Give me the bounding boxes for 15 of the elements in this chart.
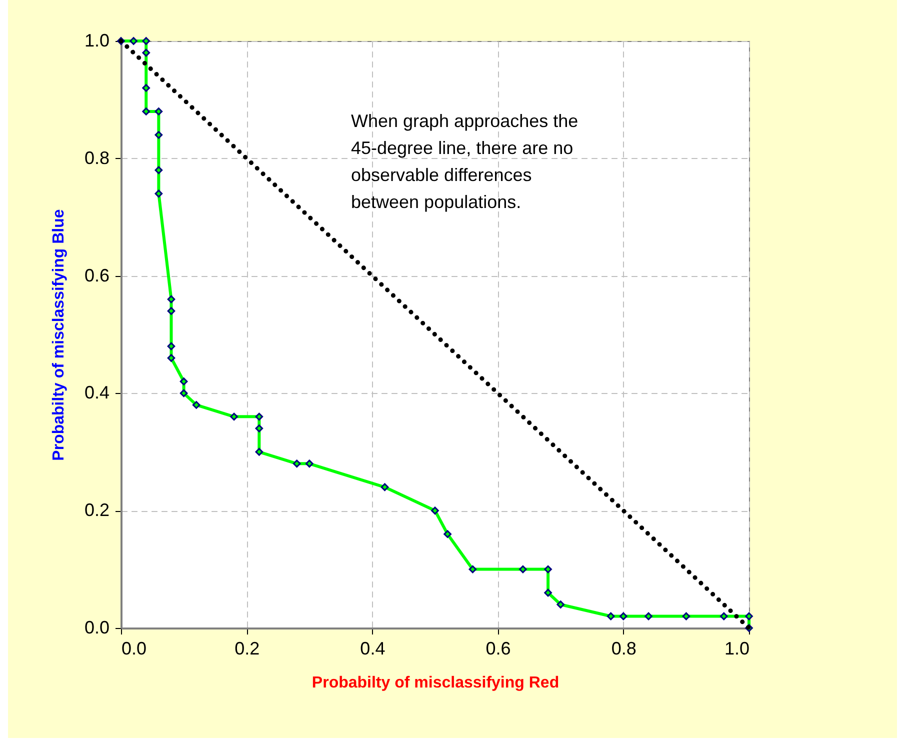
y-axis-title: Probabilty of misclassifying Blue bbox=[50, 209, 68, 461]
x-tick-label: 0.8 bbox=[611, 638, 636, 658]
y-tick-label: 1.0 bbox=[84, 30, 110, 50]
x-tick-label: 0.2 bbox=[234, 638, 260, 658]
y-tick-label: 0.8 bbox=[84, 148, 110, 168]
x-axis-title: Probabilty of misclassifying Red bbox=[312, 674, 560, 692]
x-tick-label: 0.4 bbox=[360, 638, 386, 658]
y-tick-label: 0.2 bbox=[84, 500, 110, 520]
x-tick-label: 1.0 bbox=[724, 638, 750, 658]
y-tick-label: 0.4 bbox=[84, 382, 110, 403]
x-tick-label: 0.0 bbox=[122, 638, 147, 658]
annotation: When graph approaches the 45-degree line, there are no observable differences between populations. bbox=[351, 111, 578, 212]
y-tick-label: 0.0 bbox=[84, 618, 110, 638]
x-tick-label: 0.6 bbox=[486, 638, 511, 658]
y-tick-label: 0.6 bbox=[84, 265, 110, 286]
